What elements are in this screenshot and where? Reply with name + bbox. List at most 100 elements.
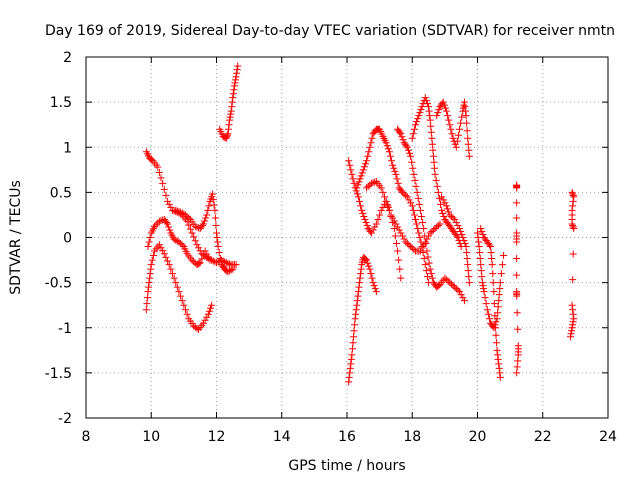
data-point — [491, 312, 499, 320]
data-point — [423, 273, 431, 281]
data-point — [484, 310, 492, 318]
y-tick-label: 0.5 — [50, 185, 72, 201]
data-point — [456, 125, 464, 133]
data-point — [400, 190, 408, 198]
series-group — [345, 253, 380, 386]
data-point — [195, 259, 203, 267]
data-point — [478, 273, 486, 281]
data-point — [227, 110, 235, 118]
data-point — [569, 250, 577, 258]
data-point — [463, 119, 471, 127]
data-point — [408, 134, 416, 142]
data-point — [177, 292, 185, 300]
data-point — [569, 276, 577, 284]
data-point — [462, 107, 470, 115]
data-point — [433, 112, 441, 120]
data-point — [389, 161, 397, 169]
data-point — [393, 175, 401, 183]
data-point — [193, 324, 201, 332]
data-point — [491, 324, 499, 332]
series-group — [477, 224, 504, 381]
data-point — [438, 193, 446, 201]
data-point — [409, 206, 417, 214]
data-point — [367, 139, 375, 147]
data-point — [462, 243, 470, 251]
data-point — [569, 191, 577, 199]
data-point — [209, 190, 217, 198]
data-point — [395, 256, 403, 264]
data-point — [209, 196, 217, 204]
data-point — [449, 134, 457, 142]
data-point — [394, 223, 402, 231]
data-point — [494, 351, 502, 359]
data-point — [392, 170, 400, 178]
data-point — [390, 217, 398, 225]
data-point — [224, 125, 232, 133]
data-point — [232, 76, 240, 84]
data-point — [172, 279, 180, 287]
data-point — [459, 234, 467, 241]
data-point — [457, 119, 465, 127]
data-point — [490, 300, 498, 308]
data-point — [159, 247, 167, 255]
data-point — [449, 214, 457, 222]
data-point — [494, 355, 502, 363]
data-point — [346, 369, 354, 377]
y-tick-label: -0.5 — [45, 276, 72, 292]
data-point — [347, 355, 355, 363]
data-point — [223, 133, 231, 141]
data-point — [159, 179, 167, 187]
y-tick-label: -1.5 — [45, 366, 72, 382]
data-point — [224, 130, 232, 138]
data-point — [408, 158, 416, 166]
x-tick-label: 24 — [599, 429, 617, 445]
data-point — [357, 172, 365, 180]
data-point — [175, 288, 183, 296]
data-point — [445, 208, 453, 216]
data-point — [204, 253, 212, 261]
data-point — [424, 253, 432, 261]
data-point — [168, 270, 176, 278]
data-point — [211, 206, 219, 214]
data-point — [370, 282, 378, 290]
data-point — [456, 288, 464, 296]
y-axis-ticks: -2 -1.5 -1 -0.5 0 0.5 1 1.5 2 — [45, 50, 608, 427]
data-point — [351, 315, 359, 323]
data-point — [147, 265, 155, 273]
data-point — [568, 324, 576, 332]
data-point — [492, 318, 500, 326]
data-point — [404, 146, 412, 154]
data-point — [201, 217, 209, 225]
data-point — [144, 288, 152, 296]
data-point — [476, 249, 484, 257]
series-group — [142, 241, 216, 334]
data-point — [145, 279, 153, 287]
data-point — [461, 240, 469, 248]
data-point — [371, 285, 379, 293]
data-point — [499, 261, 507, 269]
data-point — [429, 152, 437, 160]
data-point — [402, 142, 410, 150]
data-point — [215, 249, 223, 257]
data-point — [444, 112, 452, 120]
y-tick-label: 2 — [63, 50, 72, 66]
data-point — [390, 224, 398, 232]
series-group — [216, 62, 242, 142]
data-point — [234, 62, 242, 70]
data-point — [429, 226, 437, 234]
x-tick-label: 20 — [469, 429, 487, 445]
data-point — [446, 279, 454, 287]
data-point — [354, 193, 362, 201]
data-point — [193, 241, 201, 249]
data-point — [464, 261, 472, 269]
data-point — [185, 221, 193, 229]
data-point — [382, 197, 390, 205]
data-point — [513, 184, 521, 192]
x-tick-label: 16 — [338, 429, 356, 445]
data-point — [352, 310, 360, 318]
data-point — [367, 179, 375, 187]
data-point — [345, 157, 353, 165]
data-point — [569, 197, 577, 205]
y-axis-title: SDTVAR / TECUs — [8, 180, 24, 295]
